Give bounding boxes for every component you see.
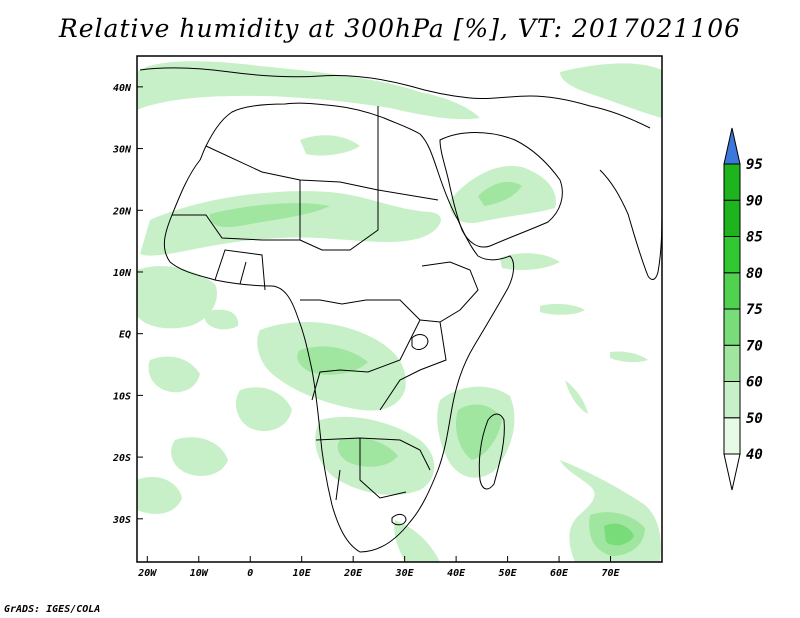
y-tick-label: 30S [112,515,131,526]
humidity-area-west-coast [137,266,218,329]
colorbar-box [723,199,741,237]
humidity-area-sahel [140,191,441,256]
southern-africa-borders [315,437,431,501]
humidity-field [137,61,662,562]
y-tick-label: 20S [112,453,131,464]
y-tick-label: 10N [113,268,132,279]
east-africa-borders [379,261,479,411]
humidity-area-north-atlantic [137,61,480,120]
x-tick-label: 30E [395,568,415,579]
x-tick-label: 60E [550,568,569,579]
india-coastline [599,169,663,280]
humidity-area-indian-streak-1 [540,303,585,315]
y-tick-label: 30N [112,145,132,156]
humidity-area-gulf-aden [500,253,560,270]
y-tick-label: 20N [112,206,132,217]
colorbar-label: 80 [746,266,763,282]
humidity-area-indian-swirl-inner [604,523,634,546]
humidity-area-congo-core [297,346,368,375]
colorbar-box [723,272,741,310]
chart-title: Relative humidity at 300hPa [%], VT: 201… [58,14,742,43]
coastlines [139,67,663,553]
colorbar-label: 70 [746,338,763,354]
humidity-area-mozambique-core [455,404,502,460]
x-tick-label: 20E [343,568,363,579]
humidity-area-south-atlantic-1 [148,356,200,393]
colorbar-lower-triangle [723,453,741,491]
colorbar-box [723,163,741,201]
colorbar-label: 40 [746,447,763,463]
humidity-area-south-coast [394,520,440,562]
colorbar-box [723,417,741,455]
west-africa-borders [172,214,300,291]
humidity-area-libya [300,135,360,156]
central-africa-borders [300,299,421,401]
y-tick-label: EQ [119,330,131,341]
colorbar-box [723,344,741,382]
humidity-area-gulf-guinea [205,309,239,330]
y-tick-label: 10S [113,391,131,402]
x-tick-label: 10W [190,568,209,579]
sahara-border-1 [205,106,379,191]
colorbar-label: 95 [746,157,763,173]
humidity-area-indian-streak-2 [610,351,648,363]
colorbar-upper-triangle [723,127,741,165]
x-tick-label: 20W [137,568,157,579]
colorbar-label: 90 [746,193,763,209]
colorbar-label: 50 [746,411,763,427]
lake-victoria [411,334,429,350]
x-tick-label: 10E [293,568,312,579]
grads-credit: GrADS: IGES/COLA [4,604,101,615]
humidity-area-indian-streak-3 [565,380,588,414]
africa-coastline [163,102,515,553]
humidity-area-south-africa-core [337,437,398,467]
humidity-area-south-atlantic-3 [171,437,228,476]
colorbar-label: 75 [746,302,763,318]
x-tick-label: 70E [601,568,620,579]
colorbar-label: 85 [746,230,763,246]
colorbar-box [723,308,741,346]
x-tick-label: 50E [499,568,518,579]
humidity-area-south-atlantic-2 [235,387,292,432]
colorbar-box [723,236,741,274]
humidity-area-south-atlantic-4 [137,476,182,514]
x-tick-label: 0 [247,568,253,579]
y-tick-label: 40N [113,83,132,94]
madagascar-coastline [478,413,505,490]
humidity-area-middle-east [560,63,662,118]
axis-ticks: 20W 10W 0 10E 20E 30E 40E 50E 60E 70E 40N 30N 20N 10N… [112,83,621,579]
x-tick-label: 40E [447,568,466,579]
map-frame [136,55,663,563]
colorbar-label: 60 [746,375,763,391]
humidity-area-arabia-core [478,181,522,206]
arabia-coastline [439,132,563,248]
lesotho [391,513,407,526]
europe-coastline [139,67,651,129]
colorbar-box [723,381,741,419]
colorbar: 40 50 60 70 75 80 85 90 95 [723,127,763,491]
